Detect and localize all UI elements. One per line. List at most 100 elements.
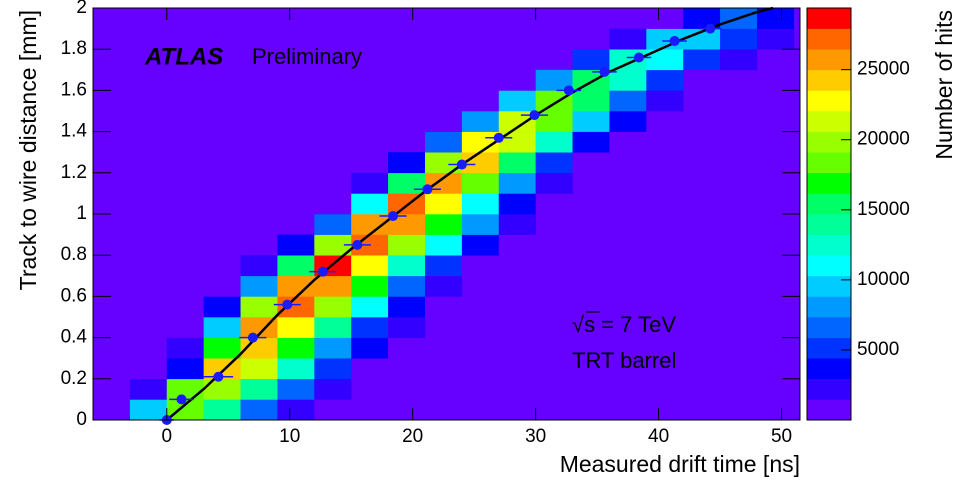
heat-cell xyxy=(314,275,352,297)
y-tick-label: 2 xyxy=(76,0,87,18)
z-tick-label: 20000 xyxy=(857,129,910,150)
heat-cell xyxy=(351,296,389,318)
heat-cell xyxy=(572,90,610,112)
data-point xyxy=(213,371,224,382)
heat-cell xyxy=(424,214,463,235)
heat-cell xyxy=(129,378,168,400)
heat-cell xyxy=(535,111,573,132)
heat-cell xyxy=(240,399,278,421)
heat-cell xyxy=(277,358,315,380)
z-axis-label: Number of hits xyxy=(931,10,957,160)
heat-cell xyxy=(461,214,500,235)
y-tick-label: 1.4 xyxy=(61,121,88,142)
heat-cell xyxy=(388,337,426,359)
x-tick-label: 20 xyxy=(402,426,423,447)
heat-cell xyxy=(314,193,352,215)
heat-cell xyxy=(388,275,426,297)
heat-cell xyxy=(609,69,647,91)
y-tick-label: 1.6 xyxy=(61,79,87,100)
heat-cell xyxy=(388,152,426,174)
y-tick-label: 0.2 xyxy=(61,368,87,389)
heat-cell xyxy=(498,152,536,174)
y-tick-label: 0.6 xyxy=(61,285,87,306)
data-point xyxy=(529,110,540,121)
atlas-label: ATLAS xyxy=(144,43,223,70)
y-tick-label: 1 xyxy=(76,203,87,224)
heat-cell xyxy=(129,337,168,359)
heat-cell xyxy=(461,111,500,132)
heat-cell xyxy=(572,152,610,174)
x-tick-label: 30 xyxy=(525,426,546,447)
heat-cell xyxy=(683,28,721,50)
heat-cell xyxy=(166,399,204,421)
heat-cell xyxy=(314,399,352,421)
heat-cell xyxy=(683,69,721,91)
heat-cell xyxy=(498,111,536,132)
y-tick-label: 1.2 xyxy=(61,162,87,183)
data-point xyxy=(633,52,644,63)
heat-cell xyxy=(535,152,573,174)
heat-cell xyxy=(424,131,463,153)
heat-cell xyxy=(572,111,610,132)
heat-cell xyxy=(535,193,573,215)
heat-cell xyxy=(646,8,684,29)
heat-cell xyxy=(609,90,647,112)
heat-cell xyxy=(129,399,168,421)
z-tick-label: 5000 xyxy=(857,339,899,360)
heat-cell xyxy=(572,131,610,153)
heat-cell xyxy=(646,49,684,71)
y-tick-label: 1.8 xyxy=(61,38,87,59)
heat-cell xyxy=(277,275,315,297)
heat-cell xyxy=(461,234,500,256)
heat-cell xyxy=(461,172,500,194)
heat-cell xyxy=(535,90,573,112)
heat-cell xyxy=(240,358,278,380)
heat-cell xyxy=(756,28,795,50)
x-tick-label: 10 xyxy=(279,426,300,447)
z-tick-label: 10000 xyxy=(857,269,910,290)
colorbar-band xyxy=(807,90,851,112)
z-tick-label: 15000 xyxy=(857,199,910,220)
heat-cell xyxy=(572,49,610,71)
heat-cell xyxy=(351,193,389,215)
heat-cell xyxy=(424,234,463,256)
colorbar-band xyxy=(807,358,851,380)
heat-cell xyxy=(388,296,426,318)
detector-label: TRT barrel xyxy=(572,348,676,373)
colorbar-band xyxy=(807,255,851,277)
heat-cell xyxy=(351,172,389,194)
heat-cell xyxy=(388,317,426,338)
heat-cell xyxy=(314,337,352,359)
heat-cell xyxy=(277,234,315,256)
x-tick-label: 50 xyxy=(771,426,792,447)
y-tick-label: 0 xyxy=(76,409,87,430)
heat-cell xyxy=(240,255,278,277)
data-point xyxy=(317,266,328,277)
heat-cell xyxy=(240,275,278,297)
y-tick-label: 0.8 xyxy=(61,244,87,265)
heat-cell xyxy=(535,172,573,194)
heat-cell xyxy=(314,378,352,400)
heat-cell xyxy=(314,317,352,338)
heat-cell xyxy=(388,234,426,256)
heat-cell xyxy=(461,193,500,215)
heat-cell xyxy=(498,234,536,256)
colorbar-band xyxy=(807,234,851,256)
data-point xyxy=(352,239,363,250)
colorbar-band xyxy=(807,49,851,71)
data-point xyxy=(456,159,467,170)
heat-cell xyxy=(609,111,647,132)
heat-cell xyxy=(498,214,536,235)
heat-cell xyxy=(166,317,204,338)
data-point xyxy=(563,85,574,96)
data-point xyxy=(176,394,187,405)
heat-cell xyxy=(314,296,352,318)
heat-cell xyxy=(424,172,463,194)
heat-cell xyxy=(535,69,573,91)
heat-cell xyxy=(388,214,426,235)
data-point xyxy=(282,299,293,310)
heat-cell xyxy=(461,255,500,277)
heat-cell xyxy=(424,255,463,277)
data-point xyxy=(388,211,399,222)
